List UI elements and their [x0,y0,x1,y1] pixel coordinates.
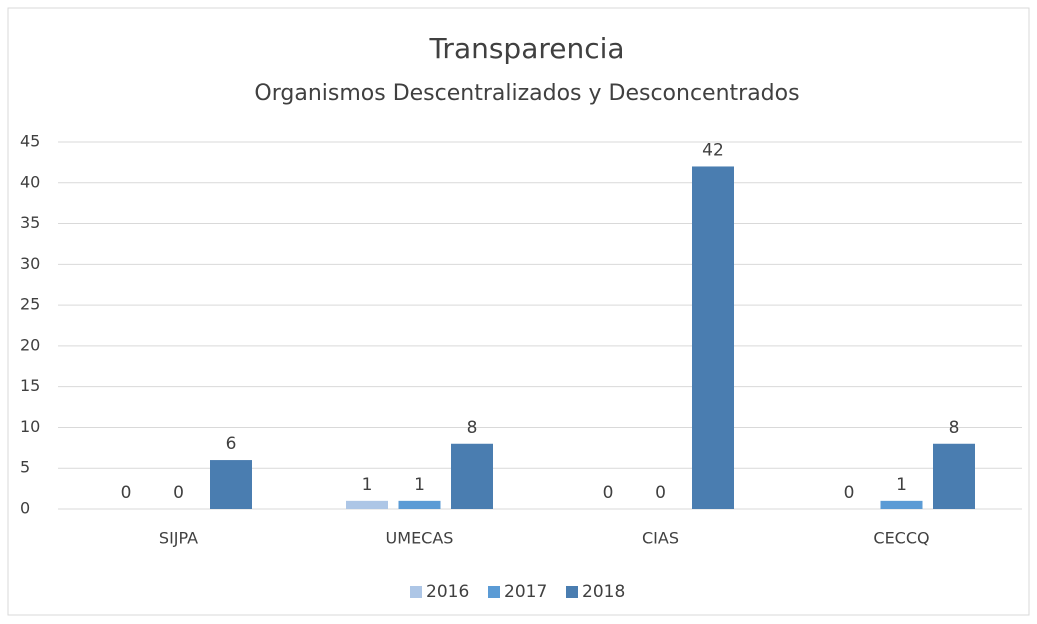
x-tick-label: SIJPA [159,529,198,548]
legend-label: 2017 [504,582,547,602]
y-tick-label: 5 [20,458,30,477]
bar [692,166,734,509]
y-tick-label: 0 [20,499,30,518]
chart-title: Transparencia [428,32,624,65]
value-label: 0 [844,483,855,503]
value-label: 0 [173,483,184,503]
value-label: 0 [603,483,614,503]
legend-label: 2016 [426,582,469,602]
chart-border [7,7,1030,616]
value-label: 1 [896,475,907,495]
y-tick-label: 35 [20,213,40,232]
value-label: 0 [655,483,666,503]
value-label: 1 [362,475,373,495]
chart-subtitle: Organismos Descentralizados y Desconcent… [254,81,799,106]
bar [346,500,388,509]
value-label: 0 [121,483,132,503]
value-label: 1 [414,475,425,495]
y-tick-label: 40 [20,172,40,191]
y-tick-label: 10 [20,417,40,436]
x-tick-label: CECCQ [873,529,929,548]
value-label: 8 [949,418,960,438]
bar [880,500,923,509]
x-tick-label: UMECAS [386,529,454,548]
bar [451,443,493,509]
y-tick-label: 25 [20,295,40,314]
bar [398,500,441,509]
value-label: 42 [702,140,724,160]
legend-swatch [410,586,422,598]
legend-label: 2018 [582,582,625,602]
y-tick-label: 30 [20,254,40,273]
value-label: 8 [467,418,478,438]
bar [210,460,252,509]
legend-swatch [566,586,578,598]
bar [933,443,975,509]
value-label: 6 [226,434,237,454]
y-tick-label: 45 [20,132,40,151]
x-tick-label: CIAS [642,529,679,548]
y-tick-label: 15 [20,376,40,395]
legend-swatch [488,586,500,598]
y-tick-label: 20 [20,335,40,354]
